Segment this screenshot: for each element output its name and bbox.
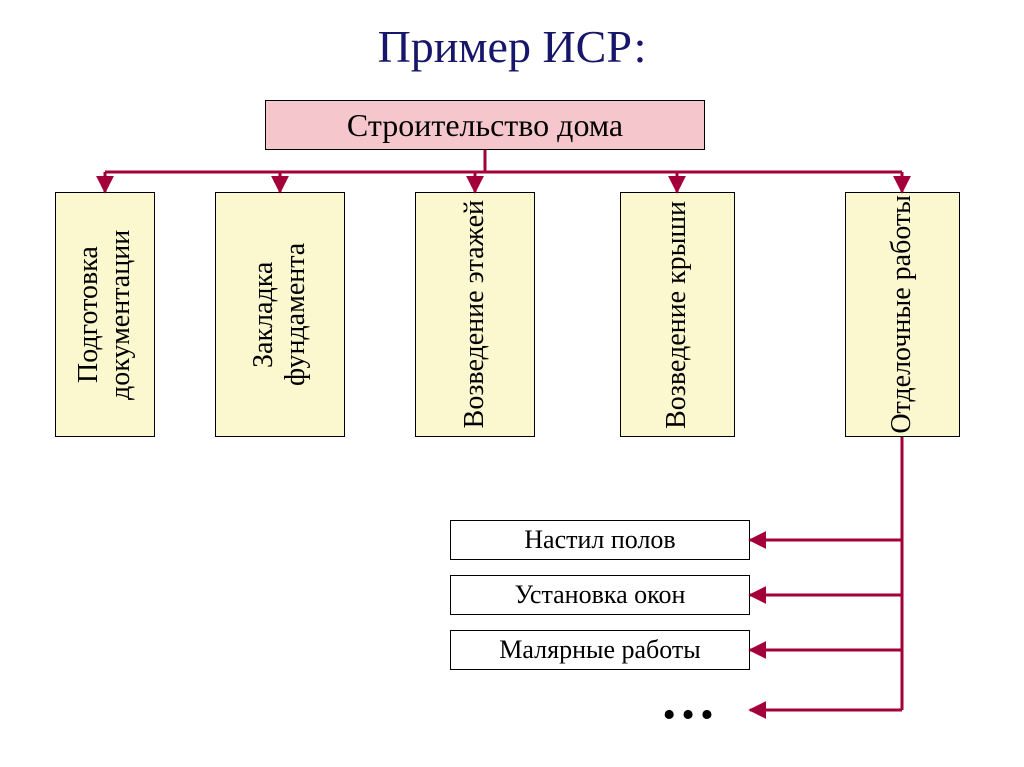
wbs-level2-label: Отделочные работы bbox=[886, 195, 918, 434]
wbs-level3-label: Настил полов bbox=[524, 525, 675, 555]
slide-title-text: Пример ИСР: bbox=[378, 21, 647, 72]
wbs-level2-label: Возведение этажей bbox=[459, 200, 491, 428]
wbs-level2-node: Возведение крыши bbox=[620, 192, 735, 437]
wbs-level3-node: Установка окон bbox=[450, 575, 750, 615]
wbs-level3-label: Установка окон bbox=[515, 580, 686, 610]
wbs-level2-node: Подготовка документации bbox=[55, 192, 155, 437]
wbs-level3-node: Настил полов bbox=[450, 520, 750, 560]
wbs-level2-node: Отделочные работы bbox=[845, 192, 960, 437]
wbs-level2-node: Возведение этажей bbox=[415, 192, 535, 437]
ellipsis: … bbox=[660, 668, 716, 732]
wbs-level3-label: Малярные работы bbox=[499, 635, 701, 665]
wbs-level2-node: Закладка фундамента bbox=[215, 192, 345, 437]
wbs-level2-label: Подготовка документации bbox=[73, 193, 137, 436]
slide-title: Пример ИСР: bbox=[0, 20, 1024, 73]
wbs-level3-node: Малярные работы bbox=[450, 630, 750, 670]
wbs-level2-label: Возведение крыши bbox=[661, 201, 693, 429]
wbs-level2-label: Закладка фундамента bbox=[248, 193, 312, 436]
wbs-root-node: Строительство дома bbox=[265, 100, 705, 150]
wbs-root-label: Строительство дома bbox=[347, 107, 623, 144]
ellipsis-text: … bbox=[660, 668, 716, 732]
